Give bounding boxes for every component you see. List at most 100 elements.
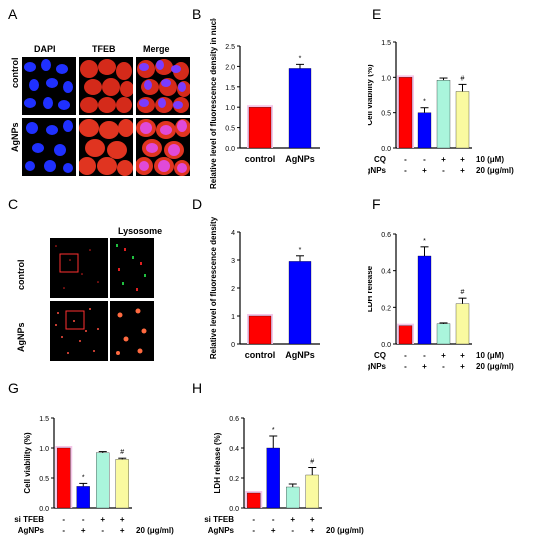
treatment-name: CQ <box>374 351 386 360</box>
significance-mark: * <box>299 55 302 62</box>
treatment-name: AgNPs <box>18 526 45 535</box>
panel-letter-d: D <box>192 196 203 212</box>
y-axis-label: LDH release <box>368 265 374 312</box>
treatment-name: AgNPs <box>208 526 235 535</box>
bar <box>288 68 312 149</box>
y-tick-label: 1.0 <box>225 105 235 112</box>
x-tick-label: control <box>245 154 276 164</box>
y-axis-label: LDH release (%) <box>213 432 222 493</box>
micrograph-dapi-control <box>22 57 76 115</box>
treatment-sign: - <box>423 351 426 360</box>
tfeb-header: TFEB <box>92 44 116 54</box>
bar <box>417 112 432 149</box>
significance-mark: # <box>310 459 314 466</box>
y-tick-label: 0.0 <box>225 146 235 153</box>
row-label-control-c: control <box>16 259 26 291</box>
treatment-dose: 20 (μg/ml) <box>136 526 174 535</box>
treatment-sign: + <box>422 362 427 371</box>
significance-mark: * <box>272 427 275 434</box>
y-tick-label: 0.0 <box>229 506 239 513</box>
y-tick-label: 3 <box>231 258 235 265</box>
y-tick-label: 1.5 <box>381 40 391 47</box>
panel-letter-c: C <box>8 196 19 212</box>
dapi-header: DAPI <box>34 44 56 54</box>
bar <box>248 107 272 149</box>
y-tick-label: 2.0 <box>225 64 235 71</box>
chart-g: 0.0 0.5 1.0 1.5 Cell viability (%) * # si TFEB -… <box>14 416 174 535</box>
treatment-sign: + <box>290 515 295 524</box>
treatment-sign: - <box>101 526 104 535</box>
significance-mark: * <box>423 99 426 106</box>
bar <box>455 91 470 149</box>
treatment-name: CQ <box>374 155 386 164</box>
y-tick-label: 0.5 <box>225 126 235 133</box>
bar <box>398 77 413 149</box>
x-tick-label: AgNPs <box>285 154 315 164</box>
significance-mark: # <box>461 289 465 296</box>
bar <box>305 474 319 509</box>
y-axis-label: Relative level of fluorescence density <box>209 216 218 359</box>
treatment-name: si TFEB <box>14 515 44 524</box>
bar <box>76 486 90 509</box>
treatment-sign: - <box>252 526 255 535</box>
chart-f: 0.0 0.2 0.4 0.6 LDH release * # CQ - - + +10 (μM) Ag… <box>368 232 514 371</box>
y-tick-label: 0.4 <box>229 446 239 453</box>
treatment-dose: 10 (μM) <box>476 351 504 360</box>
treatment-sign: + <box>310 526 315 535</box>
treatment-sign: + <box>271 526 276 535</box>
micrograph-lysosome-agnps <box>50 301 108 361</box>
treatment-sign: + <box>81 526 86 535</box>
y-axis-label: Cell viability (%) <box>368 64 374 126</box>
bar <box>96 452 110 509</box>
panel-letter-f: F <box>372 196 381 212</box>
bar <box>436 323 451 345</box>
y-axis-label: Relative level of fluorescence density i… <box>209 18 218 189</box>
y-tick-label: 0.4 <box>381 269 391 276</box>
treatment-sign: - <box>82 515 85 524</box>
treatment-sign: + <box>460 362 465 371</box>
bar <box>266 447 280 509</box>
y-tick-label: 0.0 <box>381 146 391 153</box>
treatment-sign: + <box>422 166 427 175</box>
significance-mark: * <box>82 474 85 481</box>
treatment-sign: + <box>310 515 315 524</box>
y-tick-label: 4 <box>231 230 235 237</box>
panel-letter-g: G <box>8 380 19 396</box>
bar <box>288 261 312 345</box>
chart-e: 0.0 0.5 1.0 1.5 Cell viability (%) * # CQ - - + +10… <box>368 40 514 175</box>
y-tick-label: 0.5 <box>381 111 391 118</box>
bar <box>455 303 470 345</box>
bar <box>57 447 71 509</box>
treatment-dose: 20 (μg/ml) <box>326 526 364 535</box>
micrograph-merge-agnps <box>135 118 191 176</box>
merge-header: Merge <box>143 44 170 54</box>
treatment-sign: - <box>291 526 294 535</box>
treatment-sign: + <box>441 351 446 360</box>
micrograph-lysosome-control <box>50 238 108 298</box>
treatment-sign: + <box>120 526 125 535</box>
treatment-name: AgNPs <box>368 362 387 371</box>
y-tick-label: 0.5 <box>39 476 49 483</box>
micrograph-tfeb-control <box>79 57 134 115</box>
bar <box>248 315 272 345</box>
treatment-sign: + <box>441 155 446 164</box>
treatment-sign: + <box>120 515 125 524</box>
treatment-sign: - <box>423 155 426 164</box>
row-label-control: control <box>10 57 20 89</box>
y-tick-label: 1.0 <box>381 75 391 82</box>
treatment-sign: + <box>460 155 465 164</box>
bar <box>286 486 300 509</box>
panel-letter-a: A <box>8 6 18 22</box>
significance-mark: # <box>461 75 465 82</box>
y-tick-label: 2.5 <box>225 44 235 51</box>
row-label-agnps-c: AgNPs <box>16 322 26 352</box>
significance-mark: * <box>423 238 426 245</box>
treatment-sign: - <box>404 362 407 371</box>
treatment-name: AgNPs <box>368 166 387 175</box>
bar <box>247 492 261 509</box>
treatment-sign: - <box>272 515 275 524</box>
y-tick-label: 1.5 <box>39 416 49 423</box>
bar <box>115 459 129 509</box>
y-tick-label: 0 <box>231 342 235 349</box>
treatment-sign: - <box>442 362 445 371</box>
